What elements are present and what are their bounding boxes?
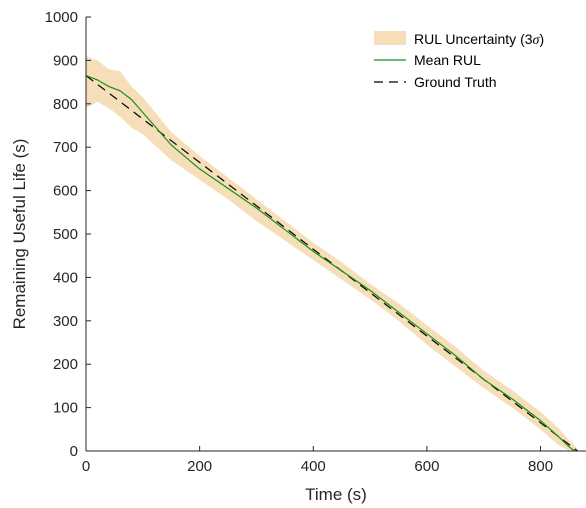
y-tick-label: 600: [53, 183, 78, 200]
legend-swatch-band: [374, 31, 406, 45]
mean-rul-line: [85, 75, 575, 452]
y-tick-label: 100: [53, 400, 78, 417]
y-axis-title: Remaining Useful Life (s): [10, 139, 29, 330]
y-tick-label: 300: [53, 313, 78, 330]
y-tick-label: 900: [53, 52, 78, 69]
legend-label-band: RUL Uncertainty (3σ): [414, 31, 544, 48]
y-tick-label: 1000: [45, 9, 78, 26]
y-tick-label: 400: [53, 269, 78, 286]
y-tick-label: 500: [53, 226, 78, 243]
x-axis-title: Time (s): [305, 485, 367, 504]
y-tick-label: 800: [53, 96, 78, 113]
x-tick-label: 800: [528, 458, 553, 475]
y-tick-label: 200: [53, 356, 78, 373]
x-tick-label: 200: [187, 458, 212, 475]
uncertainty-band: [86, 56, 578, 451]
x-tick-label: 600: [414, 458, 439, 475]
y-ticks: 0 100 200 300 400 500 600 700 800 900 1000: [45, 9, 91, 460]
legend: RUL Uncertainty (3σ) Mean RUL Ground Tru…: [374, 31, 544, 90]
x-tick-label: 400: [301, 458, 326, 475]
plot-area: [85, 56, 578, 452]
legend-label-truth: Ground Truth: [414, 74, 497, 90]
axes: 0 200 400 600 800 0 100 200 300 400 500 600 700 800 9…: [45, 9, 586, 475]
ground-truth-line: [85, 75, 578, 452]
y-tick-label: 700: [53, 139, 78, 156]
legend-label-mean: Mean RUL: [414, 52, 481, 68]
x-tick-label: 0: [82, 458, 90, 475]
y-tick-label: 0: [70, 443, 78, 460]
x-ticks: 0 200 400 600 800: [82, 446, 553, 475]
